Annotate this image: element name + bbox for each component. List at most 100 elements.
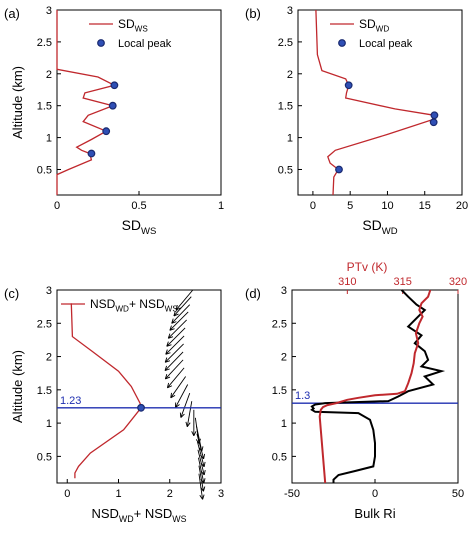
wind-arrow xyxy=(197,449,205,476)
y-tick-label: 2.5 xyxy=(37,318,52,330)
x-tick-label: 1 xyxy=(218,200,224,212)
y-tick-label: 0.5 xyxy=(37,451,52,463)
x-axis-label-sub: WD xyxy=(119,514,134,524)
top-x-tick-label: 315 xyxy=(393,276,411,288)
wind-arrow-head xyxy=(179,412,185,418)
wind-arrow xyxy=(167,367,185,389)
y-axis-label: Altitude (km) xyxy=(10,66,25,139)
legend-line-label-sub: WS xyxy=(165,305,179,314)
legend-marker-label: Local peak xyxy=(118,38,172,50)
x-axis-label-part: + NSD xyxy=(134,506,173,521)
x-axis-label-sub: WS xyxy=(172,514,186,524)
x-axis-label-sub: WS xyxy=(141,226,156,237)
wind-arrow xyxy=(165,359,184,380)
y-tick-label: 1.5 xyxy=(37,101,52,113)
axes-frame xyxy=(56,289,222,484)
x-tick-label: -50 xyxy=(284,488,300,500)
local-peak-marker xyxy=(429,118,438,127)
x-axis-label-sub: WD xyxy=(382,226,398,237)
series-line xyxy=(318,289,432,484)
legend-line-label-sub: WS xyxy=(135,25,149,34)
legend-marker-swatch xyxy=(97,39,105,47)
top-x-tick-label: 320 xyxy=(449,276,467,288)
legend-line-label-part: SD xyxy=(359,17,376,31)
x-tick-label: 10 xyxy=(381,200,393,212)
y-tick-label: 0.5 xyxy=(272,451,287,463)
local-peak-marker xyxy=(335,165,343,174)
y-tick-label: 2.5 xyxy=(278,37,293,49)
wind-arrow-head xyxy=(173,311,179,317)
y-tick-label: 1.5 xyxy=(37,385,52,397)
y-tick-label: 1 xyxy=(46,418,52,430)
wind-arrow xyxy=(196,441,205,467)
legend-line-label: NSDWD+ NSDWS xyxy=(90,297,178,314)
y-tick-label: 3 xyxy=(46,5,52,17)
y-tick-label: 1.5 xyxy=(272,385,287,397)
legend-line-label-part: SD xyxy=(118,17,135,31)
panel-d: (d) 0.5 1 1.5 2 2.5 3 -50 0 50 310 315 320 PTv (K) Bul… xyxy=(245,260,467,521)
local-peak-marker xyxy=(108,101,117,110)
wind-arrow xyxy=(175,289,194,311)
legend: SDWS Local peak xyxy=(89,17,172,50)
legend: SDWD Local peak xyxy=(330,17,413,50)
x-tick-label: 20 xyxy=(456,200,468,212)
series-line xyxy=(310,289,446,483)
local-peak-marker xyxy=(102,127,111,136)
wind-arrow xyxy=(186,401,193,427)
x-tick-label: 5 xyxy=(347,200,353,212)
local-peak-marker xyxy=(110,81,119,90)
wind-arrow xyxy=(198,473,204,500)
wind-arrow-head xyxy=(170,392,176,399)
wind-arrow-head xyxy=(175,304,181,311)
y-tick-label: 2.5 xyxy=(272,318,287,330)
wind-arrow xyxy=(196,433,205,459)
wind-arrow xyxy=(198,465,204,492)
legend-line-label-sub: WD xyxy=(115,305,129,314)
y-tick-label: 2 xyxy=(281,352,287,364)
y-tick-label: 2 xyxy=(46,352,52,364)
wind-arrow xyxy=(198,457,205,484)
panel-label: (d) xyxy=(245,286,261,301)
y-tick-label: 3 xyxy=(281,285,287,297)
legend-marker-label: Local peak xyxy=(359,38,413,50)
wind-arrows xyxy=(164,289,206,500)
legend-line-label-sub: WD xyxy=(376,25,390,34)
x-axis-label: SDWS xyxy=(122,217,157,237)
wind-arrow xyxy=(175,384,189,408)
wind-arrow-head xyxy=(169,325,175,331)
series-line xyxy=(56,10,117,195)
wind-arrow xyxy=(180,393,191,418)
y-tick-label: 1 xyxy=(46,133,52,145)
x-tick-label: 1 xyxy=(115,488,121,500)
wind-arrow-head xyxy=(175,402,180,408)
x-axis-label-part: NSD xyxy=(91,506,118,521)
legend-line-label: SDWS xyxy=(118,17,148,34)
y-tick-label: 0.5 xyxy=(278,164,293,176)
wind-arrow xyxy=(171,304,191,324)
x-axis-label: NSDWD+ NSDWS xyxy=(91,506,186,524)
legend-line-label: SDWD xyxy=(359,17,389,34)
y-tick-label: 1 xyxy=(287,133,293,145)
y-axis-label: Altitude (km) xyxy=(10,350,25,423)
legend: NSDWD+ NSDWS xyxy=(61,297,178,314)
reference-line-label: 1.23 xyxy=(60,395,81,407)
wind-arrow-head xyxy=(164,365,170,372)
x-tick-label: 50 xyxy=(452,488,464,500)
wind-arrow-head xyxy=(166,382,173,389)
wind-arrow xyxy=(164,351,184,371)
wind-arrow-head xyxy=(164,373,171,380)
wind-arrow-head xyxy=(164,357,171,363)
legend-line-label-part: + NSD xyxy=(129,297,165,311)
y-tick-label: 1.5 xyxy=(278,101,293,113)
legend-marker-swatch xyxy=(338,39,346,47)
wind-arrow xyxy=(166,327,186,347)
local-peak-marker xyxy=(430,111,439,120)
wind-arrow xyxy=(165,335,185,355)
panel-label: (a) xyxy=(4,6,20,21)
x-tick-label: 2 xyxy=(167,488,173,500)
wind-arrow xyxy=(173,296,192,317)
local-peak-marker xyxy=(87,149,96,158)
wind-arrow xyxy=(169,311,189,331)
